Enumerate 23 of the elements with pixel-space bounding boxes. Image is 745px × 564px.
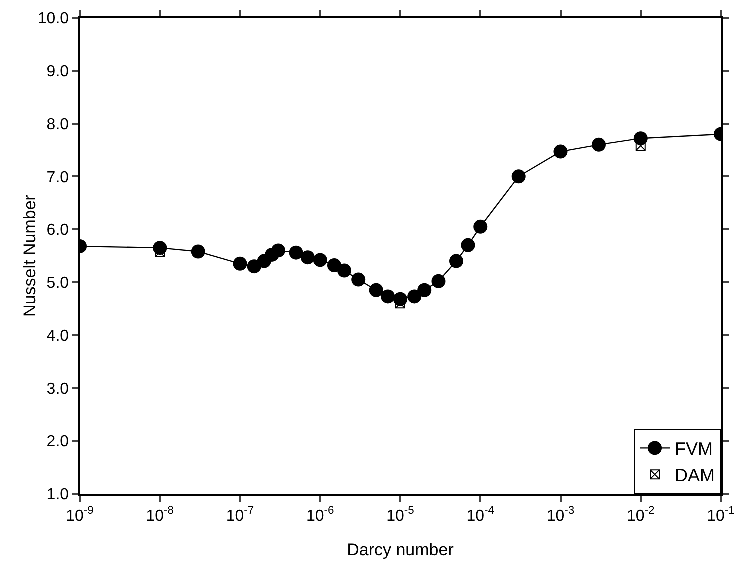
y-tick-label: 9.0 bbox=[46, 63, 70, 80]
x-tick-label: 10$^{-4}$ bbox=[466, 505, 495, 525]
x-tick-label: 10$^{-2}$ bbox=[627, 505, 655, 525]
y-tick-label: 2.0 bbox=[46, 434, 70, 451]
x-tick-label: 10$^{-6}$ bbox=[306, 505, 334, 525]
y-axis-title: Nusselt Number bbox=[20, 194, 40, 317]
y-tick-label: 7.0 bbox=[46, 169, 70, 186]
y-tick-label: 10.0 bbox=[38, 10, 70, 28]
y-tick-label: 4.0 bbox=[46, 328, 70, 345]
x-tick-label: 10$^{-1}$ bbox=[707, 505, 735, 525]
x-tick-label: 10$^{-5}$ bbox=[386, 505, 414, 525]
legend-label: DAM bbox=[675, 466, 715, 486]
y-tick-label: 6.0 bbox=[46, 222, 70, 240]
y-tick-label: 3.0 bbox=[46, 380, 70, 398]
x-axis-title: Darcy number bbox=[347, 540, 454, 560]
x-tick-label: 10$^{-3}$ bbox=[546, 505, 575, 525]
y-tick-label: 1.0 bbox=[46, 486, 70, 504]
y-tick-label: 8.0 bbox=[46, 116, 70, 134]
x-tick-label: 10$^{-8}$ bbox=[146, 505, 174, 525]
x-tick-label: 10$^{-7}$ bbox=[226, 505, 254, 525]
x-tick-label: 10$^{-9}$ bbox=[66, 505, 94, 525]
y-tick-label: 5.0 bbox=[46, 275, 70, 292]
legend-label: FVM bbox=[675, 439, 713, 460]
